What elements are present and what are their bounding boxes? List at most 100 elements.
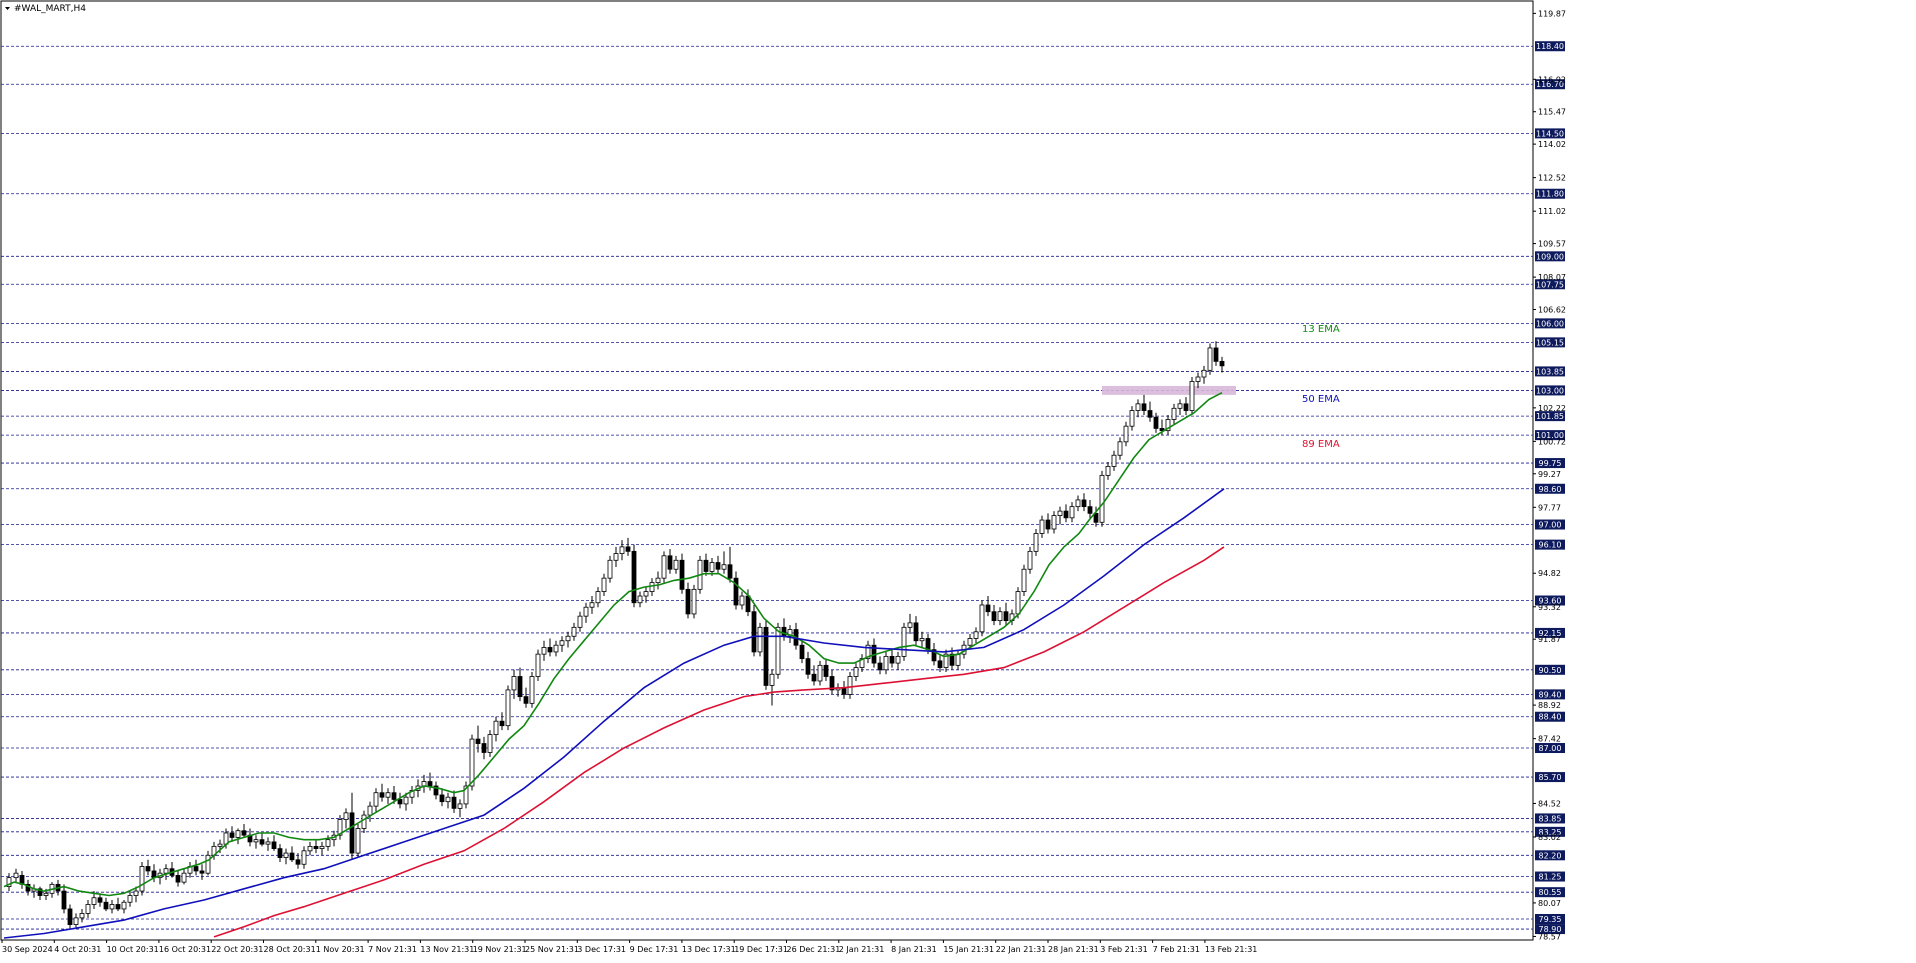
candle-bear xyxy=(745,595,751,613)
candle-bull xyxy=(139,866,145,892)
x-tick-label: 8 Jan 21:31 xyxy=(891,945,937,954)
candle-bear xyxy=(913,622,919,642)
candle-bull xyxy=(571,626,577,637)
candle-bear xyxy=(175,875,181,883)
level-price-box xyxy=(1535,627,1565,638)
candle-bull xyxy=(163,868,169,874)
ema-label: 50 EMA xyxy=(1302,394,1340,405)
candle-bear xyxy=(427,781,433,787)
level-price-box xyxy=(1535,385,1565,396)
candle-bear xyxy=(517,676,523,698)
candle-bear xyxy=(631,550,637,604)
candle-bull xyxy=(955,653,961,666)
candle-bear xyxy=(949,653,955,666)
candle-bear xyxy=(1063,510,1069,519)
candle-bull xyxy=(1117,441,1123,456)
candle-bear xyxy=(289,852,295,861)
level-price-label: 81.25 xyxy=(1539,873,1562,882)
level-price-label: 93.60 xyxy=(1539,597,1562,606)
candle-bull xyxy=(463,785,469,805)
level-price-box xyxy=(1535,689,1565,700)
level-price-box xyxy=(1535,188,1565,199)
candle-bull xyxy=(847,676,853,695)
candle-bull xyxy=(967,638,973,646)
candle-bull xyxy=(997,611,1003,622)
candle-bear xyxy=(703,559,709,572)
level-price-box xyxy=(1535,318,1565,329)
candle-bear xyxy=(925,638,931,651)
candle-bear xyxy=(799,644,805,660)
level-price-label: 90.50 xyxy=(1539,666,1562,675)
candle-bull xyxy=(607,559,613,579)
level-price-box xyxy=(1535,366,1565,377)
level-price-label: 103.85 xyxy=(1536,367,1564,376)
y-tick-label: 100.72 xyxy=(1538,437,1566,446)
candle-bull xyxy=(1099,474,1105,523)
candle-bear xyxy=(625,546,631,552)
candle-bull xyxy=(601,577,607,592)
candle-bull xyxy=(1057,510,1063,516)
candle-bull xyxy=(85,904,91,914)
level-price-box xyxy=(1535,813,1565,824)
candle-bull xyxy=(709,562,715,572)
y-tick-label: 116.92 xyxy=(1538,75,1566,84)
x-tick-label: 7 Nov 21:31 xyxy=(368,945,417,954)
y-tick-label: 80.07 xyxy=(1538,899,1561,908)
candle-bear xyxy=(397,799,403,805)
x-tick-label: 19 Dec 17:31 xyxy=(734,945,788,954)
level-price-box xyxy=(1535,430,1565,441)
candle-bull xyxy=(559,640,565,646)
candle-bull xyxy=(979,604,985,633)
price-axis: 118.40 116.70 114.50 111.80 109.00 107.75 106.… xyxy=(1533,9,1566,941)
x-tick-label: 13 Feb 21:31 xyxy=(1205,945,1257,954)
level-price-label: 80.55 xyxy=(1539,888,1562,897)
x-tick-label: 19 Nov 21:31 xyxy=(473,945,527,954)
ema-labels: 13 EMA 50 EMA 89 EMA xyxy=(1302,324,1340,450)
candle-bull xyxy=(325,839,331,847)
candle-bear xyxy=(1093,512,1099,523)
candle-bull xyxy=(775,626,781,675)
candle-bull xyxy=(6,877,12,887)
candle-bear xyxy=(1081,499,1087,508)
candle-bear xyxy=(61,890,67,910)
candle-bull xyxy=(1021,568,1027,592)
x-tick-label: 4 Oct 20:31 xyxy=(54,945,101,954)
zone-rect xyxy=(1102,385,1236,395)
candle-bear xyxy=(145,866,151,872)
candle-bear xyxy=(805,658,811,675)
y-tick-label: 88.92 xyxy=(1538,701,1561,710)
x-tick-label: 22 Jan 21:31 xyxy=(996,945,1047,954)
candle-bull xyxy=(619,546,625,554)
candle-bear xyxy=(727,564,733,579)
candle-bear xyxy=(931,649,937,662)
candle-bear xyxy=(985,604,991,613)
level-price-label: 88.40 xyxy=(1539,713,1562,722)
candle-bull xyxy=(307,845,313,852)
candle-bull xyxy=(865,644,871,660)
level-price-box xyxy=(1535,337,1565,348)
candle-bear xyxy=(781,626,787,637)
x-tick-label: 3 Feb 21:31 xyxy=(1100,945,1147,954)
candle-bull xyxy=(1177,403,1183,409)
candle-bear xyxy=(685,588,691,615)
candle-bull xyxy=(487,734,493,753)
level-price-box xyxy=(1535,458,1565,469)
x-tick-label: 7 Feb 21:31 xyxy=(1153,945,1200,954)
candle-bull xyxy=(469,738,475,787)
candle-bear xyxy=(1003,611,1009,622)
candle-bear xyxy=(1159,428,1165,432)
x-tick-label: 26 Dec 21:31 xyxy=(787,945,841,954)
candle-bear xyxy=(877,662,883,671)
candle-bull xyxy=(355,828,361,854)
level-price-box xyxy=(1535,483,1565,494)
candle-bull xyxy=(367,805,373,816)
candle-bear xyxy=(499,720,505,727)
candle-bull xyxy=(79,913,85,919)
candle-bull xyxy=(1171,407,1177,420)
candle-bull xyxy=(361,814,367,829)
candle-bull xyxy=(769,673,775,686)
level-price-label: 99.75 xyxy=(1539,459,1562,468)
y-tick-label: 78.57 xyxy=(1538,932,1561,941)
candle-bull xyxy=(1207,347,1213,371)
